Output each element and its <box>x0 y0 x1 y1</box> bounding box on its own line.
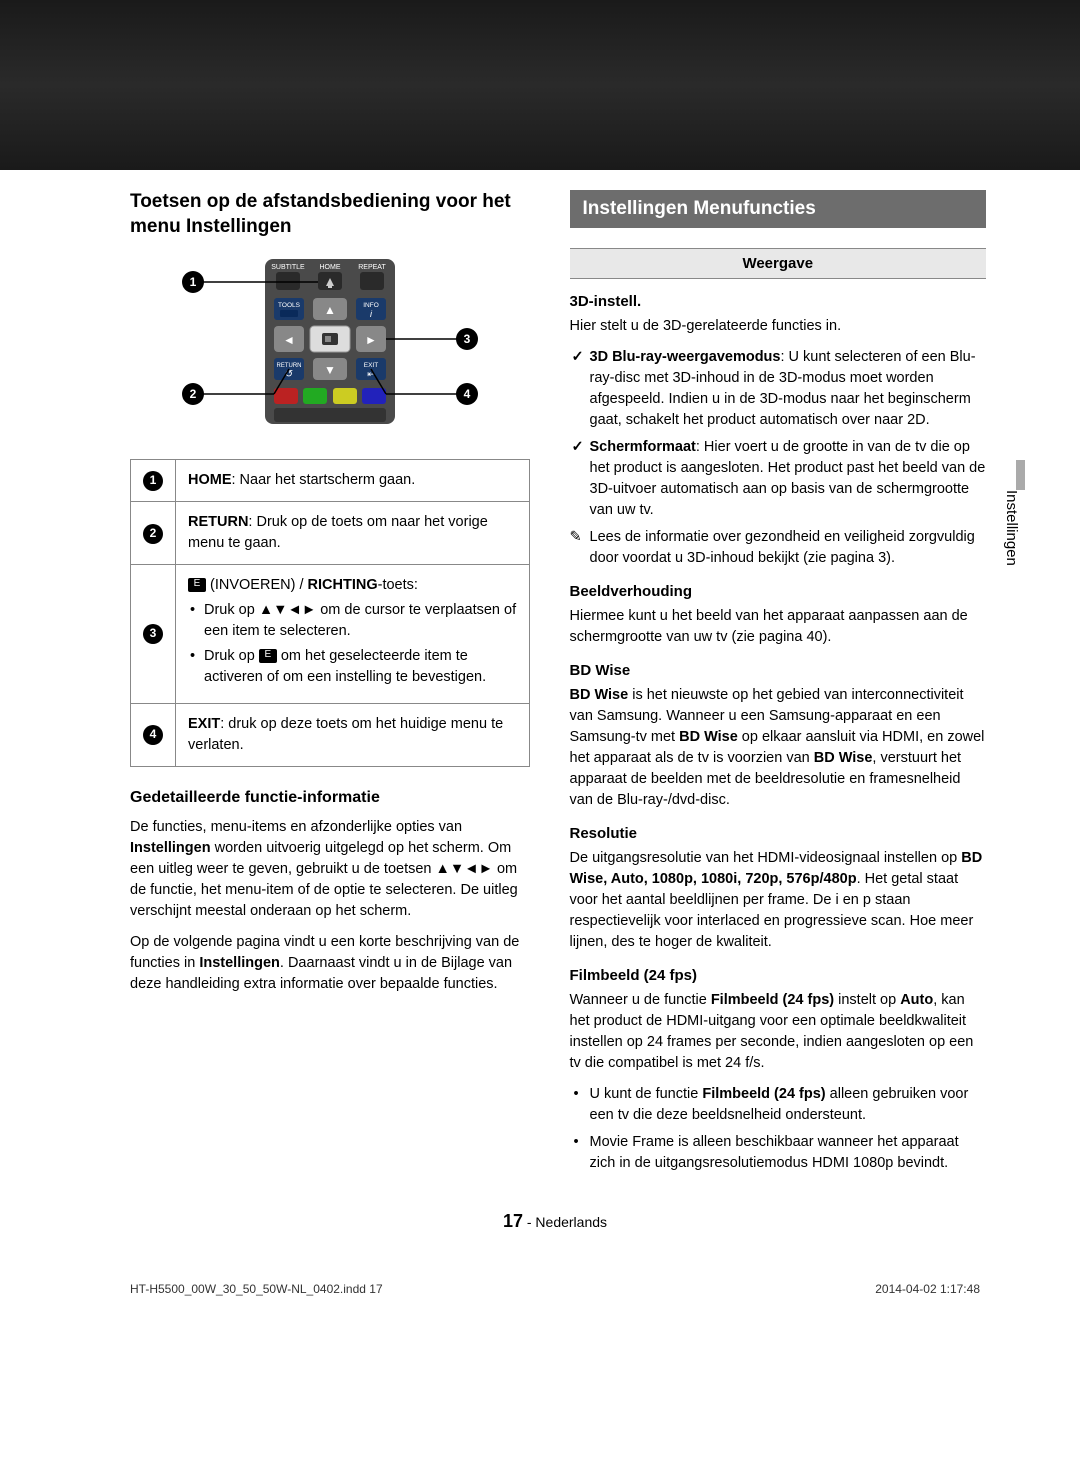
right-column: Instellingen Menufuncties Weergave 3D-in… <box>570 190 987 1181</box>
sect-bdwise-p: BD Wise is het nieuwste op het gebied va… <box>570 685 987 811</box>
footer-timestamp: 2014-04-02 1:17:48 <box>875 1282 980 1296</box>
page-number: 17 - Nederlands <box>130 1211 980 1232</box>
top-dark-banner <box>0 0 1080 170</box>
svg-text:REPEAT: REPEAT <box>358 264 386 271</box>
svg-text:EXIT: EXIT <box>364 362 378 369</box>
svg-text:1: 1 <box>189 275 196 289</box>
page-content: Instellingen Toetsen op de afstandsbedie… <box>0 190 1080 1356</box>
enter-icon: E <box>259 649 277 663</box>
callout-num-4: 4 <box>143 725 163 745</box>
remote-svg: SUBTITLE HOME REPEAT TOOLS INFO i <box>170 254 490 434</box>
sect-3d-list: 3D Blu-ray-weergavemodus: U kunt selecte… <box>570 347 987 521</box>
svg-text:INFO: INFO <box>363 302 379 309</box>
detail-info-title: Gedetailleerde functie-informatie <box>130 789 530 807</box>
sect-3d-note: Lees de informatie over gezondheid en ve… <box>570 527 987 569</box>
sect-filmbeeld-title: Filmbeeld (24 fps) <box>570 967 987 984</box>
callout-num-2: 2 <box>143 524 163 544</box>
svg-text:4: 4 <box>463 387 470 401</box>
sect-bdwise-title: BD Wise <box>570 662 987 679</box>
svg-text:HOME: HOME <box>319 264 340 271</box>
left-title: Toetsen op de afstandsbediening voor het… <box>130 190 530 239</box>
menu-functions-header: Instellingen Menufuncties <box>570 190 987 228</box>
sect-3d-title: 3D-instell. <box>570 293 987 310</box>
svg-text:◄: ◄ <box>283 333 295 347</box>
sect-resolutie-title: Resolutie <box>570 825 987 842</box>
left-column: Toetsen op de afstandsbediening voor het… <box>130 190 530 1181</box>
svg-text:►: ► <box>365 333 377 347</box>
sect-3d-intro: Hier stelt u de 3D-gerelateerde functies… <box>570 316 987 337</box>
footer-indd: HT-H5500_00W_30_50_50W-NL_0402.indd 17 <box>130 1282 383 1296</box>
svg-text:TOOLS: TOOLS <box>278 302 301 309</box>
svg-text:2: 2 <box>189 387 196 401</box>
footer-meta: HT-H5500_00W_30_50_50W-NL_0402.indd 17 2… <box>130 1282 980 1296</box>
callout-row-3: E (INVOEREN) / RICHTING-toets: Druk op ▲… <box>176 565 530 703</box>
svg-text:▼: ▼ <box>324 363 336 377</box>
callout-num-3: 3 <box>143 624 163 644</box>
weergave-header: Weergave <box>570 248 987 279</box>
svg-text:3: 3 <box>463 332 470 346</box>
sect-resolutie-p: De uitgangsresolutie van het HDMI-videos… <box>570 848 987 953</box>
sect-beeld-p: Hiermee kunt u het beeld van het apparaa… <box>570 606 987 648</box>
sect-beeld-title: Beeldverhouding <box>570 583 987 600</box>
svg-text:▲: ▲ <box>324 303 336 317</box>
remote-diagram: SUBTITLE HOME REPEAT TOOLS INFO i <box>130 254 530 434</box>
side-thumb-strip <box>1016 460 1025 490</box>
callout-row-2: RETURN: Druk op de toets om naar het vor… <box>176 502 530 565</box>
sect-filmbeeld-p: Wanneer u de functie Filmbeeld (24 fps) … <box>570 990 987 1074</box>
callout-row-4: EXIT: druk op deze toets om het huidige … <box>176 703 530 766</box>
sect-filmbeeld-list: U kunt de functie Filmbeeld (24 fps) all… <box>570 1084 987 1174</box>
callout-table: 1 HOME: Naar het startscherm gaan. 2 RET… <box>130 459 530 766</box>
callout-num-1: 1 <box>143 471 163 491</box>
side-tab-label: Instellingen <box>1003 490 1020 566</box>
detail-p1: De functies, menu-items en afzonderlijke… <box>130 817 530 922</box>
enter-icon: E <box>188 578 206 592</box>
svg-text:SUBTITLE: SUBTITLE <box>271 264 305 271</box>
detail-p2: Op de volgende pagina vindt u een korte … <box>130 932 530 995</box>
callout-row-1: HOME: Naar het startscherm gaan. <box>176 460 530 502</box>
